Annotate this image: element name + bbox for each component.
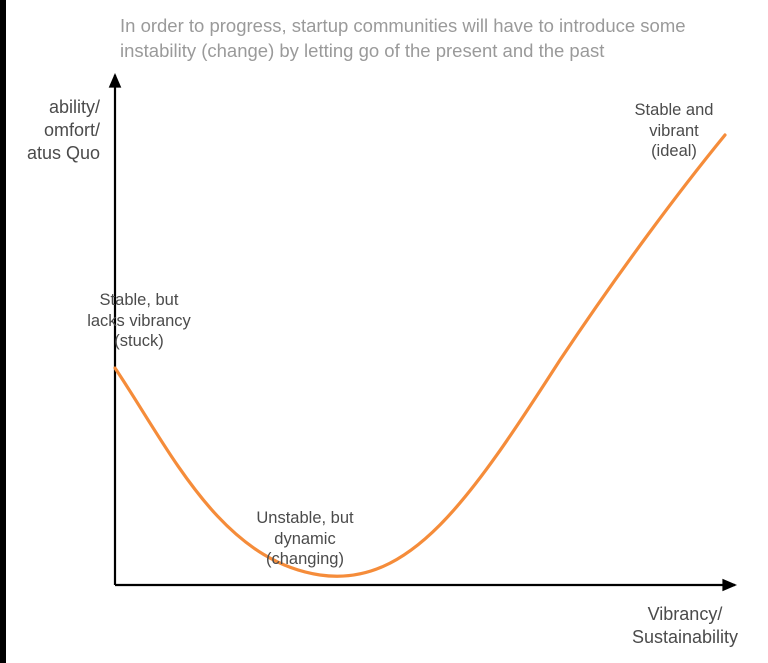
y-axis-arrow-icon: [109, 73, 122, 88]
annotation-stuck: Stable, butlacks vibrancy(stuck): [74, 290, 204, 352]
annotation-ideal: Stable andvibrant(ideal): [614, 100, 734, 162]
x-axis-arrow-icon: [722, 579, 737, 592]
annotation-changing: Unstable, butdynamic(changing): [240, 508, 370, 570]
chart-canvas: In order to progress, startup communitie…: [0, 0, 768, 663]
curve-line: [115, 135, 725, 576]
